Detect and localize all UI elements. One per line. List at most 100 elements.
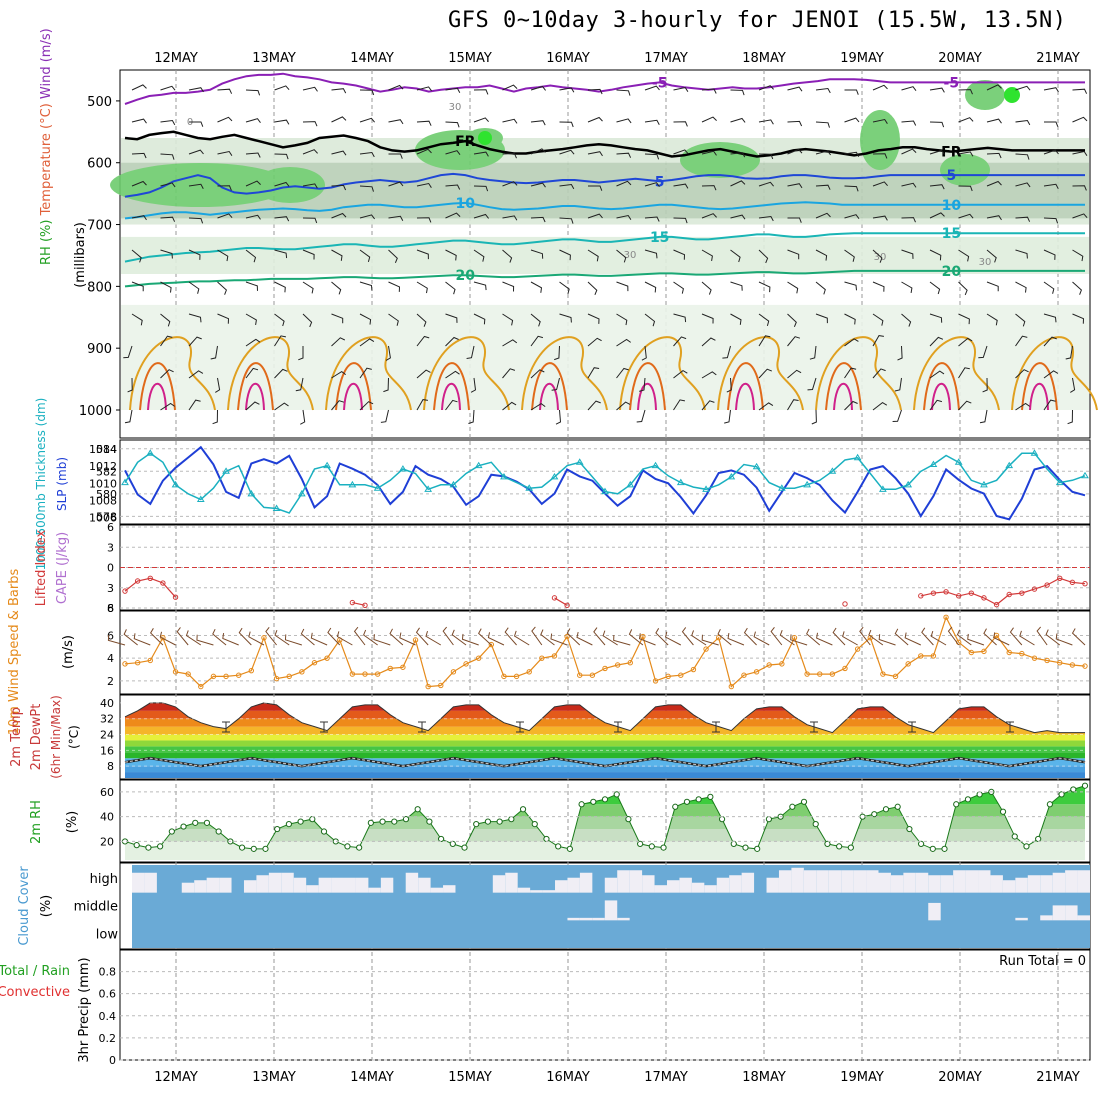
- wind-barb: [1043, 249, 1056, 260]
- isotherm-25-loop: [325, 336, 412, 411]
- wind-barb: [331, 281, 342, 295]
- rh-unit-label: (%): [65, 811, 80, 834]
- rh-peak-blob: [478, 131, 492, 145]
- surface-wind-barb: [504, 627, 517, 646]
- wind-barb: [331, 337, 346, 347]
- rh-marker: [473, 820, 480, 828]
- date-tick-bottom: 15MAY: [448, 1070, 492, 1085]
- rh-marker: [590, 798, 597, 805]
- isotherm-30-loop: [237, 362, 274, 411]
- wind-barb: [416, 217, 432, 223]
- surface-wind-barb: [1071, 628, 1086, 646]
- isotherm-35-loop: [147, 382, 167, 411]
- wind-barb: [758, 215, 774, 222]
- temp-band: [125, 726, 1085, 735]
- cloud-cover-bar: [579, 872, 593, 893]
- rh-marker: [683, 798, 691, 805]
- thickness-marker: [272, 504, 281, 511]
- cloud-cover-bar: [928, 902, 941, 921]
- cloud-cover-bar: [555, 880, 568, 893]
- rh-marker: [391, 818, 398, 825]
- cloud-cover-bar: [268, 872, 282, 893]
- wind-speed-marker: [930, 653, 937, 659]
- wind-barb: [380, 409, 389, 423]
- wind-barb: [331, 313, 344, 324]
- wind-barb: [473, 151, 489, 157]
- wind-barb: [530, 281, 543, 293]
- wind-barb: [1072, 213, 1088, 219]
- rh-marker: [274, 825, 281, 833]
- surface-wind-barb: [613, 634, 631, 646]
- cloud-cover-bar: [866, 870, 879, 893]
- cloud-cover-bar: [579, 917, 593, 921]
- wind-barb: [758, 249, 769, 264]
- wind-barb: [416, 182, 432, 188]
- cloud-cover-bar: [1015, 877, 1028, 893]
- thickness-marker: [575, 458, 584, 465]
- rh-marker: [426, 818, 433, 825]
- thickness-marker: [853, 453, 862, 461]
- surface-wind-barb: [107, 634, 126, 646]
- surface-wind-barb: [274, 630, 290, 646]
- rh-marker: [215, 828, 222, 835]
- wind-barb: [701, 116, 717, 123]
- wind-barb: [123, 345, 133, 359]
- lifted-index-tick-label: 6: [107, 521, 114, 534]
- wind-barb: [416, 313, 427, 327]
- wind-barb: [188, 370, 204, 379]
- wind-barb: [724, 409, 731, 424]
- wind-barb: [958, 117, 974, 123]
- surface-wind-barb: [451, 629, 467, 646]
- panel-frame-wind: [119, 610, 1091, 695]
- wind-barb: [554, 345, 560, 361]
- surface-wind-barb: [265, 626, 277, 646]
- wind-speed-marker: [412, 637, 419, 643]
- wind-speed-marker: [185, 671, 191, 677]
- wind-speed-marker: [1044, 657, 1050, 664]
- wind-barb: [274, 119, 290, 125]
- cloud-cover-bar: [940, 875, 954, 893]
- wind-barb: [644, 119, 660, 125]
- wind-barb: [978, 345, 988, 359]
- temp-band: [125, 702, 1085, 711]
- wind-speed-marker: [968, 649, 975, 656]
- surface-wind-barbs: [107, 626, 1086, 646]
- isotherm-25-loop: [1011, 336, 1098, 411]
- rh-marker: [625, 816, 632, 823]
- date-tick-top: 19MAY: [840, 51, 884, 66]
- wind-barb: [587, 249, 599, 262]
- wind-barb: [958, 151, 974, 157]
- wind-barb: [958, 89, 973, 95]
- wind-barb: [160, 369, 174, 379]
- wind-barb: [722, 345, 731, 359]
- dewpt-axis-label: 2m DewPt: [29, 704, 44, 771]
- wind-barb: [1072, 249, 1084, 262]
- wind-barb: [588, 185, 603, 191]
- wind-barb: [388, 181, 404, 187]
- cloud-cover-bar: [729, 875, 742, 893]
- lifted-index-marker: [842, 601, 848, 607]
- date-tick-top: 12MAY: [154, 51, 198, 66]
- isotherm-30-loop: [139, 362, 176, 411]
- wind-barb: [897, 345, 903, 361]
- temp-minmax-errorbar: [320, 721, 328, 733]
- isotherm-line: [124, 201, 1085, 220]
- date-tick-bottom: 14MAY: [350, 1070, 394, 1085]
- cloud-cover-bar: [978, 870, 991, 893]
- surface-wind-barb: [150, 628, 164, 646]
- wind-barb: [641, 345, 647, 361]
- lifted-index-marker: [160, 580, 166, 586]
- wind-barb: [587, 313, 600, 324]
- wind-barb: [872, 313, 884, 326]
- wind-speed-marker: [210, 673, 217, 680]
- dewpoint-line: [124, 757, 1086, 767]
- surface-wind-barb: [336, 631, 353, 646]
- rh-tick-label: 20: [100, 835, 114, 848]
- wind-barb: [160, 335, 173, 347]
- surface-wind-barb: [602, 630, 618, 646]
- isotherm-label: 15: [650, 230, 669, 246]
- wind-speed-marker: [854, 646, 861, 652]
- wind-barb: [730, 89, 745, 96]
- cloud-cover-bar: [567, 917, 580, 921]
- wind-barb: [787, 336, 801, 347]
